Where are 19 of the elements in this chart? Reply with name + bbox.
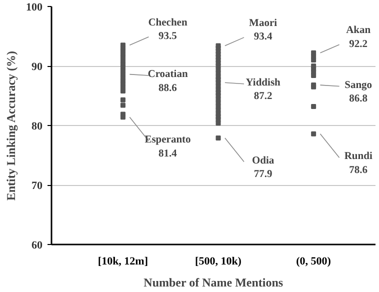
x-tick-label: [500, 10k) bbox=[195, 256, 242, 268]
x-tick-label: (0, 500) bbox=[296, 256, 332, 268]
y-tick-label: 80 bbox=[32, 120, 43, 132]
annotation: Yiddish 87.2 bbox=[246, 77, 281, 102]
annotation: Esperanto 81.4 bbox=[144, 134, 191, 160]
y-tick-label: 100 bbox=[26, 2, 43, 14]
x-axis-title: Number of Name Mentions bbox=[144, 276, 284, 290]
annotation: Rundi 78.6 bbox=[344, 151, 372, 176]
annotation: Akan 92.2 bbox=[346, 25, 371, 50]
y-tick-label: 60 bbox=[32, 240, 43, 252]
annotation: Chechen 93.5 bbox=[148, 17, 188, 42]
y-tick-label: 90 bbox=[32, 61, 43, 73]
y-tick-label: 70 bbox=[32, 180, 43, 192]
annotation: Maori 93.4 bbox=[249, 18, 278, 43]
annotation: Sango 86.8 bbox=[344, 80, 372, 105]
annotation: Odia 77.9 bbox=[252, 155, 275, 180]
x-tick-label: [10k, 12m] bbox=[98, 256, 148, 268]
y-axis-title: Entity Linking Accuracy (%) bbox=[4, 50, 18, 201]
annotation: Croatian 88.6 bbox=[148, 69, 188, 94]
